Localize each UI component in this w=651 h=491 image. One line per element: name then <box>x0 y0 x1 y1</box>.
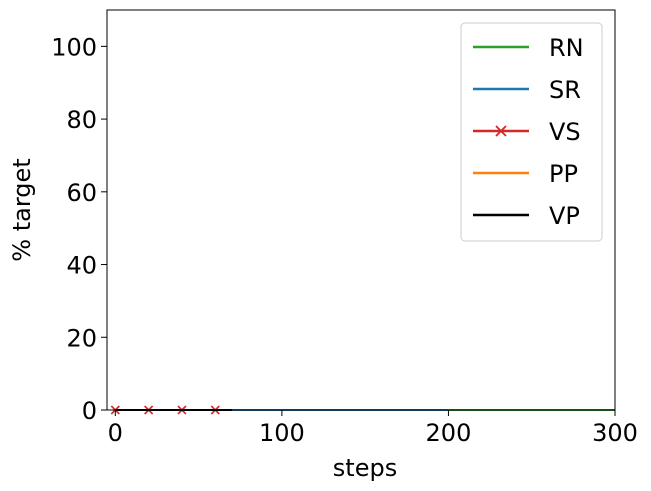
legend-box <box>460 22 603 242</box>
legend-label-vs: VS <box>549 118 581 146</box>
legend-label-sr: SR <box>549 76 581 104</box>
x-tick-label: 300 <box>592 419 638 447</box>
x-tick-label: 0 <box>108 419 123 447</box>
y-axis-label: % target <box>8 158 36 261</box>
y-axis: 0 20 40 60 80 100 <box>51 33 107 425</box>
x-tick-label: 200 <box>426 419 472 447</box>
legend: RN SR VS PP VP <box>460 22 603 242</box>
y-tick-label: 60 <box>66 179 97 207</box>
y-tick-label: 80 <box>66 106 97 134</box>
legend-label-rn: RN <box>549 34 584 62</box>
legend-label-pp: PP <box>549 160 578 188</box>
legend-label-vp: VP <box>549 202 580 230</box>
y-tick-label: 40 <box>66 252 97 280</box>
x-axis-label: steps <box>333 454 397 482</box>
y-tick-label: 100 <box>51 33 97 61</box>
plot-frame <box>106 9 616 411</box>
legend-marker-vs <box>495 125 507 137</box>
y-tick-label: 20 <box>66 324 97 352</box>
x-axis: 0 100 200 300 <box>108 410 638 447</box>
x-tick-label: 100 <box>259 419 305 447</box>
y-tick-label: 0 <box>82 397 97 425</box>
plot-area <box>106 9 616 415</box>
